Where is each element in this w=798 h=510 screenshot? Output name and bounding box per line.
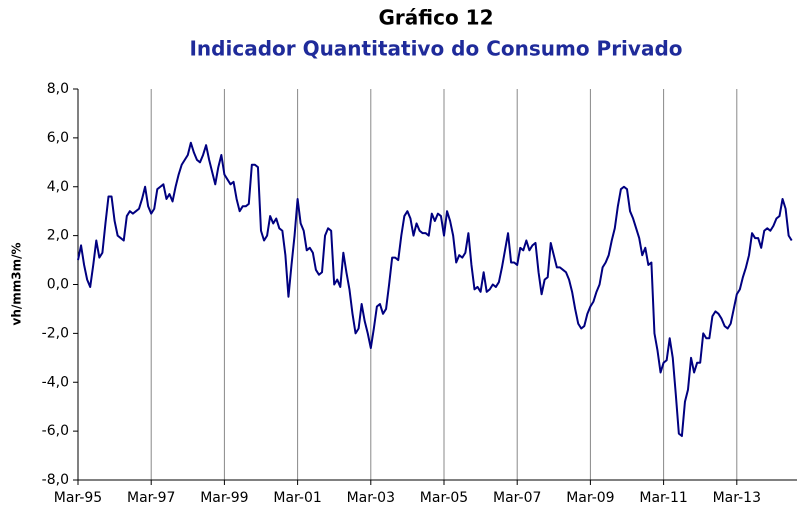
chart-subtitle: Indicador Quantitativo do Consumo Privad… bbox=[189, 37, 682, 61]
x-tick-label: Mar-03 bbox=[347, 490, 395, 506]
x-tick-label: Mar-11 bbox=[639, 490, 687, 506]
x-tick-label: Mar-09 bbox=[566, 490, 614, 506]
y-tick-label: -8,0 bbox=[42, 472, 69, 488]
series-line bbox=[77, 141, 793, 438]
y-tick-label: -6,0 bbox=[42, 423, 69, 439]
x-tick-label: Mar-99 bbox=[200, 490, 248, 506]
y-tick-label: -4,0 bbox=[42, 374, 69, 390]
y-tick-label: 2,0 bbox=[47, 228, 69, 244]
chart-title: Gráfico 12 bbox=[379, 6, 494, 30]
x-tick-label: Mar-07 bbox=[493, 490, 541, 506]
y-tick-label: 6,0 bbox=[47, 130, 69, 146]
x-tick-label: Mar-05 bbox=[420, 490, 468, 506]
x-tick-label: Mar-13 bbox=[713, 490, 761, 506]
y-axis-label: vh/mm3m/% bbox=[10, 242, 24, 325]
x-tick-label: Mar-95 bbox=[54, 490, 102, 506]
x-tick-label: Mar-01 bbox=[273, 490, 321, 506]
y-tick-label: 0,0 bbox=[47, 277, 69, 293]
y-tick-label: 4,0 bbox=[47, 179, 69, 195]
x-tick-label: Mar-97 bbox=[127, 490, 175, 506]
y-tick-label: 8,0 bbox=[47, 81, 69, 97]
y-tick-label: -2,0 bbox=[42, 325, 69, 341]
